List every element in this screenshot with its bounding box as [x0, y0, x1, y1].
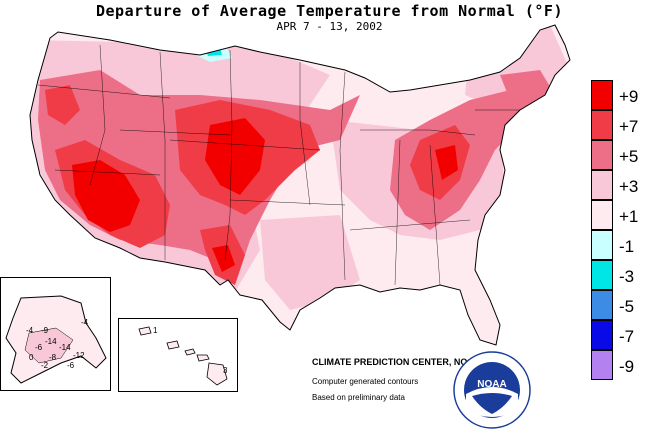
legend-item: -1 [591, 230, 659, 260]
noaa-logo-text: NOAA [477, 379, 506, 390]
legend-item: +9 [591, 80, 659, 110]
credit-note-preliminary: Based on preliminary data [312, 393, 405, 402]
alaska-label: -6 [35, 343, 43, 352]
alaska-inset: -4 -9 -4 -14 -6 -14 0 -8 -12 -2 -6 [0, 277, 111, 391]
legend-swatch [591, 200, 613, 230]
alaska-label: -8 [49, 353, 57, 362]
legend-item: +7 [591, 110, 659, 140]
alaska-label: 0 [29, 353, 34, 362]
legend-swatch [591, 170, 613, 200]
legend: +9 +7 +5 +3 +1 -1 -3 -5 -7 -9 [591, 80, 659, 380]
legend-label: -1 [619, 237, 635, 256]
alaska-label: -14 [59, 343, 71, 352]
hawaii-inset: 1 3 [118, 318, 238, 392]
legend-swatch [591, 290, 613, 320]
legend-label: -3 [619, 267, 635, 286]
hawaii-map: 1 3 [138, 326, 228, 386]
credit-note-contours: Computer generated contours [312, 377, 419, 386]
map-title: Departure of Average Temperature from No… [95, 2, 563, 20]
alaska-label: -2 [41, 361, 49, 370]
alaska-label: -4 [81, 318, 89, 327]
legend-swatch [591, 80, 613, 110]
legend-swatch [591, 110, 613, 140]
hawaii-label: 3 [223, 366, 228, 375]
alaska-map: -4 -9 -4 -14 -6 -14 0 -8 -12 -2 -6 [5, 295, 107, 384]
legend-item: -5 [591, 290, 659, 320]
alaska-label: -9 [41, 326, 49, 335]
hawaii-label: 1 [153, 326, 158, 335]
legend-swatch [591, 230, 613, 260]
alaska-label: -6 [67, 361, 75, 370]
legend-label: +3 [619, 177, 639, 196]
legend-label: +1 [619, 207, 639, 226]
legend-label: +9 [619, 87, 639, 106]
noaa-logo: NOAA [453, 351, 531, 429]
legend-item: +5 [591, 140, 659, 170]
legend-item: +1 [591, 200, 659, 230]
alaska-label: -4 [26, 326, 34, 335]
legend-label: +5 [619, 147, 639, 166]
legend-swatch [591, 260, 613, 290]
legend-swatch [591, 140, 613, 170]
alaska-label: -14 [45, 337, 57, 346]
legend-label: -5 [619, 297, 635, 316]
legend-item: -9 [591, 350, 659, 380]
legend-label: +7 [619, 117, 639, 136]
legend-swatch [591, 320, 613, 350]
date-range: APR 7 - 13, 2002 [276, 20, 383, 33]
legend-item: +3 [591, 170, 659, 200]
legend-item: -7 [591, 320, 659, 350]
credit-organization: CLIMATE PREDICTION CENTER, NOAA [312, 357, 481, 367]
legend-label: -9 [619, 357, 635, 376]
legend-item: -3 [591, 260, 659, 290]
legend-swatch [591, 350, 613, 380]
alaska-label: -12 [73, 351, 85, 360]
legend-label: -7 [619, 327, 635, 346]
